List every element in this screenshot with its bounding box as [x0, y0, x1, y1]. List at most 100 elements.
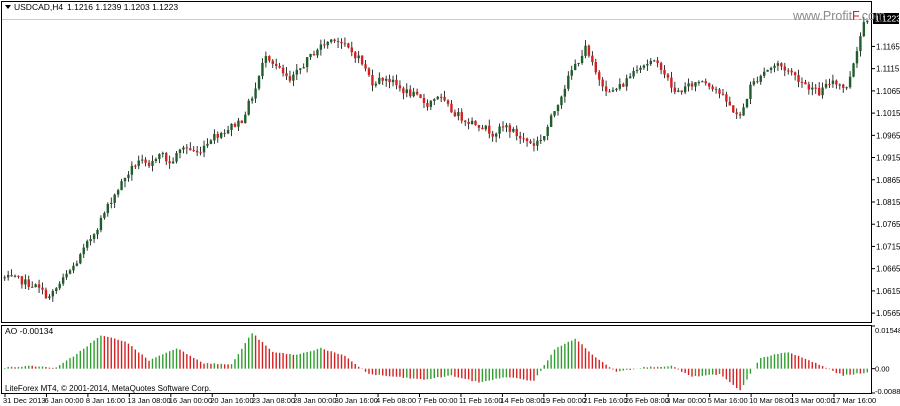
candle-body-bear	[666, 74, 670, 78]
candle-body-bear	[721, 93, 725, 95]
candle-body-bear	[20, 276, 24, 285]
time-tick-label: 17 Mar 16:00	[832, 396, 876, 405]
time-tick-label: 3 Mar 00:00	[666, 396, 706, 405]
candle-body-bull	[357, 55, 360, 59]
candle-body-bull	[436, 96, 439, 100]
candle-body-bear	[446, 100, 450, 104]
candle-body-bull	[326, 41, 329, 46]
candle-body-bull	[570, 70, 573, 76]
candle-body-bear	[735, 112, 738, 115]
candle-body-bull	[329, 39, 333, 42]
candle-body-bull	[48, 296, 51, 299]
time-tick-label: 5 Mar 16:00	[708, 396, 748, 405]
candle-body-bull	[824, 83, 828, 88]
candle-body-bear	[522, 138, 525, 140]
candle-body-bull	[13, 275, 17, 277]
candle-body-bull	[862, 22, 866, 37]
candle-body-bear	[604, 86, 608, 92]
candle-body-bull	[137, 160, 140, 166]
candle-body-bear	[439, 96, 443, 98]
time-tick-label: 13 Jan 08:00	[127, 396, 170, 405]
candle-body-bear	[598, 72, 601, 80]
candle-body-bull	[254, 88, 257, 99]
time-tick-label: 16 Jan 00:00	[169, 396, 212, 405]
candle-body-bull	[821, 87, 824, 96]
candle-body-bull	[769, 67, 773, 70]
candle-body-bear	[37, 284, 41, 288]
candle-body-bull	[611, 90, 615, 92]
candle-body-bull	[154, 159, 158, 162]
ao-histogram	[4, 333, 868, 391]
chart-menu-triangle-icon[interactable]	[5, 5, 11, 9]
candle-body-bull	[65, 273, 68, 278]
watermark: www.ProfitF.com	[792, 9, 885, 23]
candle-body-bear	[488, 125, 491, 134]
candle-body-bear	[199, 152, 202, 154]
candle-body-bull	[831, 80, 835, 84]
candle-body-bear	[680, 90, 683, 93]
candle-body-bull	[848, 76, 852, 88]
candle-body-bull	[220, 132, 223, 138]
candle-body-bear	[364, 64, 367, 69]
candle-body-bear	[601, 79, 604, 87]
candle-body-bear	[443, 96, 446, 101]
candle-body-bull	[759, 75, 762, 82]
candle-body-bear	[278, 66, 281, 68]
candle-body-bear	[673, 87, 677, 92]
candle-body-bull	[683, 86, 687, 93]
watermark-f: F	[852, 9, 860, 23]
candle-body-bear	[756, 81, 759, 83]
candle-body-bear	[525, 138, 529, 142]
candle-body-bear	[333, 39, 336, 42]
candle-body-bear	[367, 68, 371, 76]
candle-body-bull	[653, 60, 656, 62]
candle-body-bull	[433, 99, 436, 101]
candle-body-bear	[189, 148, 192, 151]
time-tick-label: 28 Jan 00:00	[293, 396, 336, 405]
candle-body-bear	[31, 286, 34, 288]
candle-body-bear	[426, 102, 429, 107]
candle-body-bull	[123, 178, 127, 182]
candle-body-bull	[116, 190, 120, 195]
candle-body-bear	[10, 274, 13, 277]
candle-body-bull	[292, 74, 295, 81]
candle-body-bear	[347, 43, 350, 48]
candle-body-bear	[223, 132, 226, 134]
candle-body-bull	[512, 128, 515, 132]
candle-body-bull	[635, 69, 639, 72]
candle-body-bear	[395, 79, 398, 86]
candle-body-bear	[192, 150, 195, 152]
candle-body-bear	[477, 125, 481, 128]
ao-label: AO -0.00134	[5, 326, 53, 336]
candle-body-bear	[732, 105, 735, 113]
candle-body-bull	[577, 62, 580, 64]
candle-body-bull	[642, 65, 646, 68]
candle-body-bear	[285, 73, 288, 77]
candle-body-bear	[44, 289, 48, 299]
price-tick-label: 1.1165	[876, 42, 900, 51]
candle-body-bear	[323, 44, 326, 46]
candle-body-bear	[690, 83, 694, 87]
candle-body-bull	[855, 51, 859, 64]
candle-body-bear	[532, 143, 536, 146]
candle-body-bear	[491, 133, 494, 137]
candle-body-bull	[319, 44, 323, 50]
candle-body-bull	[247, 100, 250, 115]
price-tick-label: 1.0965	[876, 131, 900, 140]
candle-body-bull	[852, 63, 855, 77]
time-tick-label: 11 Feb 16:00	[459, 396, 503, 405]
candlestick-series	[3, 17, 869, 302]
candle-body-bull	[374, 83, 378, 86]
candle-body-bear	[608, 91, 611, 93]
candle-body-bull	[209, 140, 213, 144]
candle-body-bull	[639, 67, 642, 70]
candle-body-bull	[96, 229, 99, 235]
candle-body-bull	[498, 126, 501, 134]
candle-body-bull	[484, 125, 488, 130]
candle-body-bear	[343, 43, 347, 45]
candle-body-bear	[804, 82, 807, 85]
ao-panel[interactable]	[1, 325, 872, 394]
candle-body-bull	[646, 64, 649, 66]
